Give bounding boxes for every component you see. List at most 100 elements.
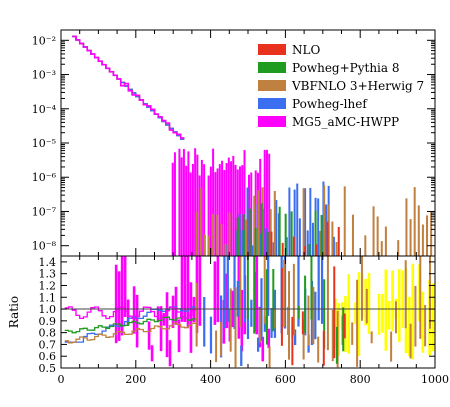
- ratio-tick-label: 1.0: [39, 303, 57, 316]
- legend-swatch: [258, 62, 286, 73]
- ratio-bar: [322, 331, 325, 366]
- uncertainty-band-bar: [364, 278, 367, 326]
- tail-bar: [315, 244, 318, 256]
- tail-bar: [337, 226, 340, 256]
- uncertainty-band-bar: [421, 291, 425, 353]
- tail-bar: [314, 210, 317, 256]
- tail-bar: [187, 151, 190, 256]
- tail-bar: [263, 149, 266, 256]
- ratio-tick-label: 0.9: [39, 315, 57, 328]
- ratio-bar: [189, 282, 193, 353]
- ratio-bar: [270, 308, 273, 338]
- x-tick-label: 200: [125, 373, 146, 386]
- y-tick-label: 10⁻⁷: [32, 205, 57, 218]
- ratio-mg5-low: [64, 306, 196, 320]
- ratio-bar: [351, 322, 354, 345]
- ratio-panel: [61, 256, 435, 368]
- ratio-bar: [114, 264, 118, 344]
- tail-bar: [253, 195, 256, 256]
- y-tick-label: 10⁻⁴: [32, 103, 57, 116]
- tail-bar: [268, 153, 271, 256]
- tail-bar: [343, 186, 346, 256]
- legend-swatch: [258, 116, 286, 127]
- ratio-bar: [117, 271, 121, 341]
- tail-bar: [234, 164, 237, 256]
- tail-bar: [413, 187, 416, 256]
- tail-bar: [207, 175, 210, 256]
- ratio-bar: [292, 263, 295, 336]
- ratio-bar: [267, 328, 271, 349]
- tail-bar: [417, 205, 420, 256]
- y-tick-label: 10⁻⁸: [32, 240, 57, 253]
- ratio-bar: [419, 256, 422, 339]
- tail-bar: [232, 155, 235, 256]
- tail-bar: [320, 214, 323, 256]
- ratio-bar: [239, 256, 242, 328]
- tail-bar: [241, 230, 244, 256]
- legend-label: Powheg+Pythia 8: [292, 61, 400, 75]
- y-tick-label: 10⁻⁶: [32, 171, 57, 184]
- upper-panel: [72, 35, 433, 256]
- tail-bar: [266, 231, 269, 256]
- series-mg5-amc-hwpp: [72, 35, 185, 139]
- ratio-bar: [203, 297, 206, 347]
- ratio-bar: [180, 256, 184, 322]
- tail-bar: [230, 161, 233, 256]
- ratio-bar: [186, 256, 190, 328]
- ratio-bar: [317, 256, 320, 321]
- tail-bar: [200, 159, 203, 256]
- tail-bar: [198, 175, 201, 256]
- tail-bar: [323, 185, 326, 256]
- ratio-bar: [263, 316, 266, 332]
- ratio-bar: [267, 256, 270, 316]
- tail-bar: [228, 212, 231, 256]
- ratio-bar: [320, 256, 324, 324]
- ratio-bar: [240, 345, 243, 367]
- x-tick-label: 1000: [421, 373, 449, 386]
- tail-bar: [248, 208, 251, 256]
- tail-bar: [405, 198, 408, 256]
- ratio-bar: [297, 306, 300, 319]
- ratio-bar: [123, 256, 127, 317]
- tail-bar: [319, 230, 322, 256]
- ratio-bar: [333, 266, 336, 359]
- ratio-bar: [261, 336, 265, 362]
- tail-bar: [326, 221, 329, 256]
- tail-bar: [421, 224, 424, 256]
- ratio-bar: [335, 326, 338, 364]
- tail-bar: [332, 236, 335, 256]
- uncertainty-band-bar: [337, 303, 341, 356]
- tail-bar: [243, 150, 246, 256]
- ratio-bar: [236, 280, 240, 317]
- ratio-bar: [168, 340, 172, 367]
- tail-bar: [220, 223, 223, 256]
- uncertainty-band-bar: [377, 293, 381, 335]
- ratio-bar: [165, 292, 169, 358]
- tail-bar: [199, 188, 202, 256]
- tail-bar: [203, 164, 206, 256]
- ratio-bar: [314, 291, 317, 340]
- tail-bar: [259, 233, 262, 256]
- ratio-bar: [272, 269, 275, 332]
- ratio-bar: [226, 256, 229, 323]
- tail-bar: [272, 242, 275, 256]
- tail-bar: [260, 203, 263, 256]
- ratio-bar: [297, 256, 300, 327]
- x-tick-label: 800: [350, 373, 371, 386]
- tail-bar: [325, 204, 328, 256]
- ratio-bar: [135, 294, 139, 348]
- ratio-bar: [215, 330, 218, 363]
- ratio-bar: [307, 295, 310, 346]
- tail-bar: [302, 188, 305, 256]
- tail-bar: [250, 172, 253, 256]
- x-tick-label: 0: [58, 373, 65, 386]
- tail-bar: [171, 162, 174, 256]
- ratio-bar: [268, 346, 271, 368]
- tail-bar: [251, 245, 254, 256]
- y-tick-label: 10⁻²: [32, 34, 56, 47]
- ratio-bar: [390, 331, 393, 362]
- ratio-bar: [195, 282, 198, 347]
- uncertainty-band-bar: [367, 272, 371, 334]
- ratio-bar: [265, 269, 268, 345]
